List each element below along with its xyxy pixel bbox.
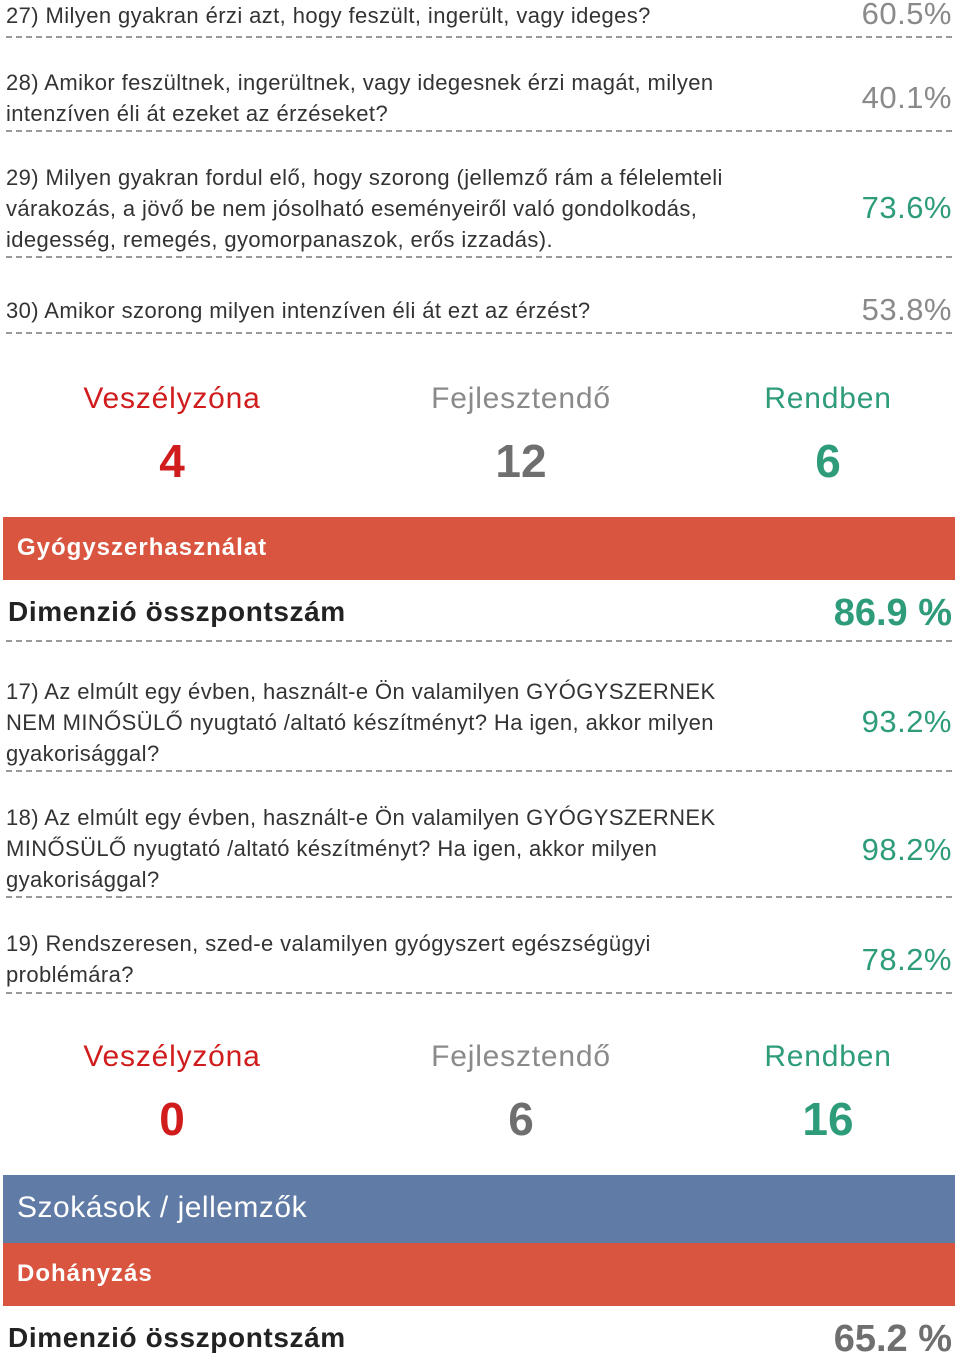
danger-zone-label: Veszélyzóna <box>83 382 261 415</box>
question-row-27: 27) Milyen gyakran érzi azt, hogy feszül… <box>6 0 952 38</box>
section-band-medication: Gyógyszerhasználat <box>3 517 955 580</box>
category-title: Szokások / jellemzők <box>17 1191 308 1224</box>
ok-label: Rendben <box>764 1040 892 1073</box>
question-row-29: 29) Milyen gyakran fordul elő, hogy szor… <box>6 132 952 258</box>
dimension-value: 86.9 % <box>833 592 952 634</box>
question-row-17: 17) Az elmúlt egy évben, használt-e Ön v… <box>6 642 952 772</box>
dimension-label: Dimenzió összpontszám <box>8 596 346 627</box>
danger-zone-count: 4 <box>159 435 185 487</box>
question-percent: 73.6% <box>861 190 952 225</box>
question-text: 27) Milyen gyakran érzi azt, hogy feszül… <box>6 3 651 28</box>
question-row-30: 30) Amikor szorong milyen intenzíven éli… <box>6 258 952 334</box>
question-text: 30) Amikor szorong milyen intenzíven éli… <box>6 298 591 323</box>
question-percent: 60.5% <box>861 0 952 31</box>
question-row-28: 28) Amikor feszültnek, ingerültnek, vagy… <box>6 38 952 132</box>
question-text: 28) Amikor feszültnek, ingerültnek, vagy… <box>6 70 714 126</box>
dimension-score-row: Dimenzió összpontszám 65.2 % <box>6 1318 952 1372</box>
develop-label: Fejlesztendő <box>431 1040 611 1073</box>
ok-count: 16 <box>802 1093 854 1145</box>
ok-count: 6 <box>815 435 841 487</box>
question-text: 17) Az elmúlt egy évben, használt-e Ön v… <box>6 679 716 766</box>
question-percent: 93.2% <box>861 704 952 739</box>
question-percent: 40.1% <box>861 80 952 115</box>
section-title: Dohányzás <box>17 1260 153 1287</box>
question-text: 19) Rendszeresen, szed-e valamilyen gyóg… <box>6 931 651 987</box>
danger-zone-label: Veszélyzóna <box>83 1040 261 1073</box>
develop-count: 12 <box>495 435 547 487</box>
section-title: Gyógyszerhasználat <box>17 534 268 561</box>
question-text: 18) Az elmúlt egy évben, használt-e Ön v… <box>6 805 716 892</box>
develop-count: 6 <box>508 1093 534 1145</box>
dimension-value: 65.2 % <box>833 1318 952 1360</box>
dimension-score-row: Dimenzió összpontszám 86.9 % <box>6 592 952 642</box>
section-band-smoking: Dohányzás <box>3 1243 955 1306</box>
dimension-label: Dimenzió összpontszám <box>8 1322 346 1353</box>
question-row-18: 18) Az elmúlt egy évben, használt-e Ön v… <box>6 772 952 898</box>
question-percent: 98.2% <box>861 832 952 867</box>
ok-label: Rendben <box>764 382 892 415</box>
question-percent: 53.8% <box>861 292 952 327</box>
category-band-habits: Szokások / jellemzők <box>3 1175 955 1243</box>
question-percent: 78.2% <box>861 942 952 977</box>
danger-zone-count: 0 <box>159 1093 185 1145</box>
question-text: 29) Milyen gyakran fordul elő, hogy szor… <box>6 165 723 252</box>
develop-label: Fejlesztendő <box>431 382 611 415</box>
question-row-19: 19) Rendszeresen, szed-e valamilyen gyóg… <box>6 898 952 994</box>
